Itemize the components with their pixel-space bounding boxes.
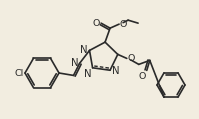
Text: O: O xyxy=(138,72,146,81)
Text: N: N xyxy=(71,58,79,68)
Text: O: O xyxy=(93,19,100,28)
Text: O: O xyxy=(127,54,135,63)
Text: N: N xyxy=(84,69,92,79)
Text: Cl: Cl xyxy=(15,69,24,77)
Text: N: N xyxy=(80,45,88,55)
Text: N: N xyxy=(112,66,119,76)
Text: O: O xyxy=(120,20,127,29)
